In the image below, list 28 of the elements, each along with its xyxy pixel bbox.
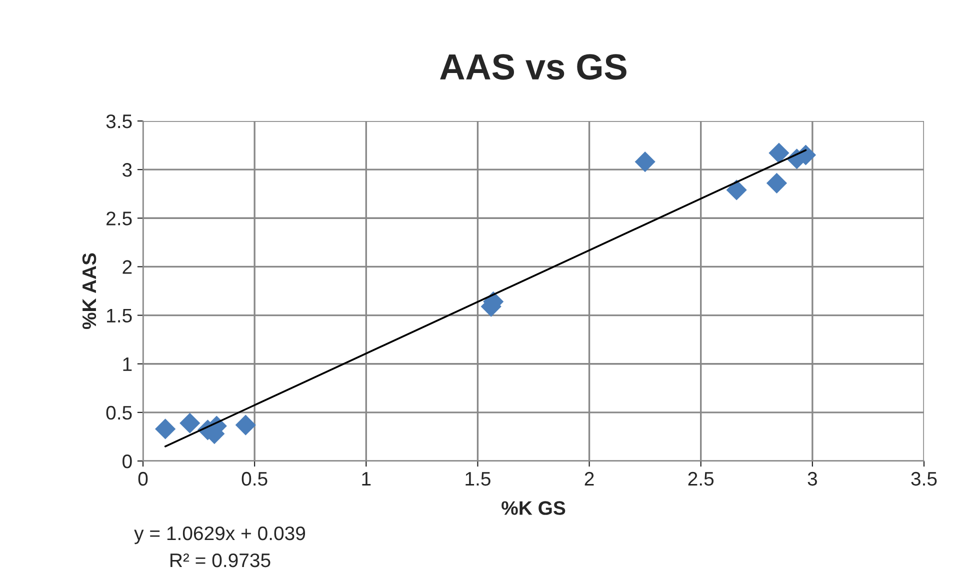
y-tick-label: 0.5	[106, 406, 132, 420]
x-tick-label: 2	[584, 472, 594, 486]
x-tick-label: 0.5	[242, 472, 268, 486]
y-tick-label: 1.5	[107, 308, 132, 323]
point	[155, 418, 176, 440]
y-tick-label: 2	[122, 260, 132, 274]
point	[180, 412, 200, 434]
point	[766, 172, 788, 194]
y-tick-label: 3.5	[106, 114, 132, 128]
y-axis-title: %K AAS	[82, 253, 96, 330]
y-tick-label: 2.5	[106, 212, 132, 226]
y-tick-label: 3	[122, 163, 132, 177]
point	[634, 152, 656, 172]
x-tick-label: 3	[808, 472, 817, 486]
point	[235, 414, 256, 436]
x-tick-label: 1	[362, 472, 371, 486]
chart-title: AAS vs GS	[440, 54, 626, 80]
point	[726, 180, 747, 200]
point	[768, 142, 790, 164]
x-tick-label: 0	[138, 472, 148, 486]
x-tick-label: 1.5	[466, 472, 490, 486]
text: R² = 0.9735	[170, 553, 270, 568]
text: y = 1.0629x + 0.039	[134, 526, 306, 544]
x-tick-label: 3.5	[911, 472, 937, 486]
y-tick-label: 1	[123, 358, 132, 371]
x-axis-title: %K GS	[502, 501, 566, 515]
y-tick-label: 0	[122, 454, 132, 468]
x-tick-label: 2.5	[688, 472, 714, 486]
